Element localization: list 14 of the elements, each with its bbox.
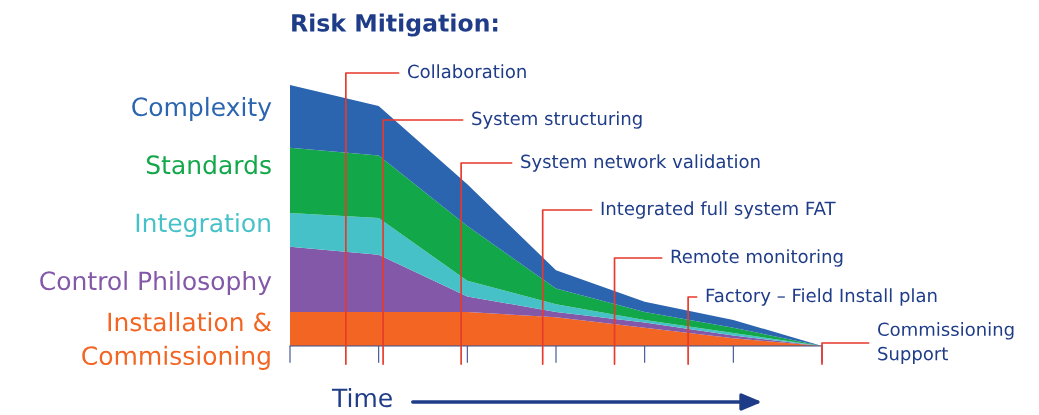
series-label: Installation & Commissioning xyxy=(82,312,272,370)
text: Commissioning Support xyxy=(878,322,1014,364)
text: Collaboration xyxy=(408,64,526,79)
annotation: System network validation xyxy=(521,154,760,172)
series-label: Complexity xyxy=(132,96,272,122)
x-axis-title: Time xyxy=(331,387,392,408)
series-label: Control Philosophy xyxy=(40,270,272,296)
series-label: Integration xyxy=(136,212,270,238)
annotation: Integrated full system FAT xyxy=(601,201,836,219)
series-label: Standards xyxy=(146,154,271,175)
annotation: System structuring xyxy=(472,111,642,129)
annotation: Factory – Field Install plan xyxy=(706,288,937,306)
chart-title: Risk Mitigation: xyxy=(292,13,498,37)
annotation: Remote monitoring xyxy=(671,249,843,267)
